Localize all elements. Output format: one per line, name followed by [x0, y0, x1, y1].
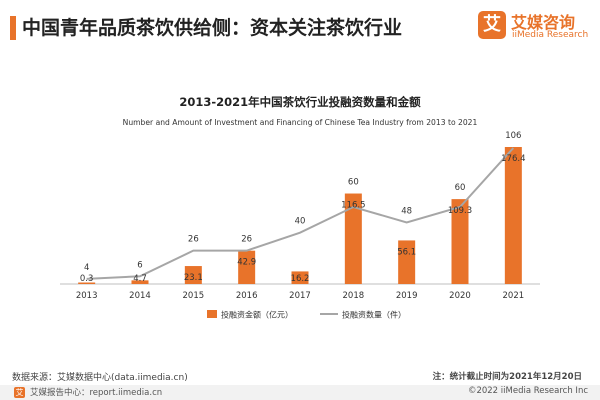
- count-value-label: 106: [505, 131, 521, 141]
- count-value-label: 6: [137, 260, 142, 270]
- brand-name-en: iiMedia Research: [512, 30, 589, 40]
- bar-value-label: 42.9: [237, 258, 256, 268]
- bar-value-label: 16.2: [291, 274, 310, 284]
- count-value-label: 48: [401, 206, 412, 216]
- bar-value-label: 176.4: [501, 154, 525, 164]
- brand-logo: 艾 艾媒咨询 iiMedia Research: [478, 8, 588, 48]
- bar-value-label: 0.3: [80, 274, 94, 284]
- bar-2014: [131, 280, 149, 284]
- bar-2018: [344, 193, 362, 284]
- legend-label-count: 投融资数量（件）: [342, 310, 406, 320]
- bottom-bar: 艾 艾媒报告中心：report.iimedia.cn ©2022 iiMedia…: [0, 385, 600, 400]
- statistics-note: 注：统计截止时间为2021年12月20日: [432, 372, 582, 382]
- x-tick-label: 2019: [396, 291, 418, 301]
- report-center-link[interactable]: 艾媒报告中心：report.iimedia.cn: [30, 388, 163, 398]
- count-value-label: 60: [455, 183, 466, 193]
- bar-2013: [78, 282, 96, 284]
- bar-2017: [291, 271, 309, 284]
- copyright: ©2022 iiMedia Research Inc: [467, 386, 588, 396]
- x-tick-label: 2014: [129, 291, 151, 301]
- x-tick-label: 2018: [343, 291, 365, 301]
- bar-2016: [238, 250, 256, 284]
- brand-name-cn: 艾媒咨询: [511, 13, 576, 32]
- bar-2021: [504, 147, 522, 284]
- bar-value-label: 109.3: [448, 206, 472, 216]
- chart-title: 2013-2021年中国茶饮行业投融资数量和金额: [179, 95, 421, 109]
- page-title: 中国青年品质茶饮供给侧：资本关注茶饮行业: [22, 17, 403, 39]
- bar-value-label: 116.5: [341, 201, 365, 211]
- count-value-label: 4: [84, 263, 89, 273]
- data-source: 数据来源：艾媒数据中心(data.iimedia.cn): [12, 373, 188, 383]
- bar-value-label: 23.1: [184, 273, 203, 283]
- x-tick-label: 2020: [449, 291, 471, 301]
- bar-value-label: 56.1: [397, 247, 416, 257]
- bar-2015: [184, 266, 202, 284]
- count-value-label: 26: [241, 235, 252, 245]
- x-tick-label: 2016: [236, 291, 258, 301]
- chart-subtitle: Number and Amount of Investment and Fina…: [123, 118, 478, 127]
- x-tick-label: 2021: [503, 291, 525, 301]
- x-tick-label: 2013: [76, 291, 98, 301]
- count-line: [86, 147, 515, 280]
- legend-label-amount: 投融资金额（亿元）: [221, 310, 293, 320]
- count-value-label: 60: [348, 178, 359, 188]
- title-accent-bar: [10, 16, 16, 40]
- bar-2020: [451, 199, 469, 284]
- bar-value-label: 4.7: [133, 274, 147, 284]
- count-value-label: 26: [188, 235, 199, 245]
- bar-2019: [398, 240, 416, 284]
- brand-logo-icon: 艾: [478, 11, 506, 39]
- x-tick-label: 2017: [289, 291, 311, 301]
- report-center-icon: 艾: [14, 387, 25, 398]
- x-tick-label: 2015: [183, 291, 205, 301]
- count-value-label: 40: [295, 217, 306, 227]
- legend-swatch-amount: [207, 310, 217, 318]
